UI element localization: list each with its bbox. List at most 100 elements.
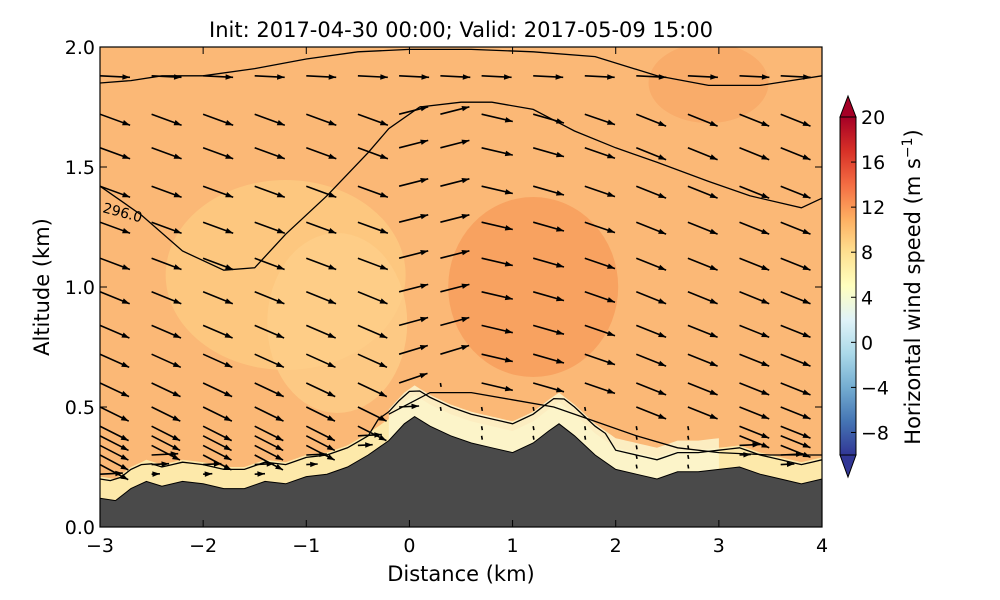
wind-arrow: [202, 221, 234, 234]
wind-arrow: [636, 353, 667, 367]
wind-arrow: [440, 139, 470, 149]
wind-arrow: [100, 382, 130, 398]
colorbar-label-close: ): [901, 129, 925, 137]
wind-arrow: [151, 324, 182, 339]
colorbar-label-exp: −1: [900, 137, 916, 158]
wind-arrow: [203, 74, 234, 80]
wind-arrow: [100, 291, 130, 305]
wind-arrow: [584, 324, 616, 337]
wind-arrow: [739, 257, 770, 271]
wind-arrow: [439, 382, 442, 388]
wind-arrow: [151, 147, 182, 160]
wind-arrow: [151, 185, 182, 198]
wind-arrow: [481, 74, 512, 80]
wind-arrow: [636, 221, 667, 235]
wind-arrow: [151, 461, 170, 467]
wind-arrow: [306, 221, 337, 234]
wind-arrow: [357, 147, 389, 160]
wind-arrow: [151, 291, 182, 305]
wind-arrow: [584, 74, 615, 80]
wind-arrow: [202, 324, 233, 339]
y-tick-label: 1.0: [65, 277, 95, 299]
wind-arrow: [357, 221, 389, 234]
colorbar-label-main: Horizontal wind speed (m s: [901, 158, 925, 445]
wind-arrow: [780, 382, 811, 396]
wind-arrow: [151, 257, 182, 271]
wind-arrow: [739, 406, 770, 420]
wind-arrow: [739, 147, 770, 161]
wind-arrow: [202, 291, 234, 305]
wind-arrow: [739, 113, 770, 127]
wind-arrow: [480, 435, 484, 440]
wind-arrow: [306, 185, 337, 198]
wind-arrow: [687, 147, 718, 161]
wind-arrow: [357, 113, 389, 126]
wind-arrow: [532, 435, 535, 440]
wind-arrow: [739, 425, 770, 439]
wind-arrow: [398, 250, 429, 259]
wind-arrow: [635, 464, 638, 469]
y-tick-label: 1.5: [65, 157, 95, 179]
wind-arrow: [635, 445, 638, 450]
wind-arrow: [532, 382, 565, 393]
wind-arrow: [357, 324, 388, 339]
wind-arrow: [780, 444, 811, 459]
wind-arrow: [780, 425, 811, 439]
wind-arrow: [687, 464, 690, 469]
x-axis: −3 −2 −1 0 1 2 3 4: [86, 47, 828, 557]
colorbar-body: [839, 116, 857, 456]
wind-arrow: [100, 435, 129, 452]
low-wind-patch-core: [267, 233, 408, 413]
wind-arrow: [687, 435, 690, 440]
x-tick-label: −1: [292, 535, 320, 557]
wind-arrow: [202, 444, 232, 461]
wind-arrow: [306, 147, 337, 160]
wind-arrow: [440, 250, 470, 259]
wind-arrow: [480, 426, 484, 431]
wind-arrow: [739, 221, 770, 235]
wind-arrow: [532, 221, 565, 232]
wind-arrow: [306, 113, 337, 126]
colorbar-tick-label: 0: [861, 332, 873, 354]
wind-arrow: [532, 426, 535, 431]
wind-arrow: [305, 435, 336, 452]
wind-arrow: [100, 425, 129, 442]
wind-arrow: [202, 185, 234, 198]
wind-arrow: [202, 425, 233, 442]
wind-arrow: [584, 382, 616, 395]
colorbar-tick-label: −8: [861, 422, 889, 444]
wind-arrow: [687, 445, 690, 450]
x-tick-label: 1: [507, 535, 519, 557]
wind-arrow: [254, 113, 286, 126]
wind-arrow: [739, 382, 770, 396]
wind-arrow: [532, 324, 565, 335]
wind-arrow: [100, 185, 131, 198]
wind-arrow: [398, 178, 429, 187]
wind-arrow: [306, 461, 318, 468]
wind-arrow: [151, 221, 182, 234]
x-tick-label: 0: [403, 535, 415, 557]
wind-arrow: [151, 74, 182, 80]
wind-arrow: [636, 113, 667, 127]
colorbar-extend-max: [839, 94, 857, 118]
wind-arrow: [357, 382, 388, 398]
colorbar: −8 −4 0 4 8 12 16 20 Horizontal wind speed (m s…: [839, 94, 925, 479]
wind-arrow: [780, 185, 811, 199]
wind-arrow: [100, 470, 123, 477]
wind-arrow: [254, 435, 284, 452]
y-axis-label: Altitude (km): [30, 218, 54, 356]
wind-arrow: [254, 444, 284, 461]
wind-arrow: [305, 382, 336, 398]
wind-arrow: [100, 406, 130, 422]
wind-arrow: [440, 106, 470, 115]
wind-arrow: [780, 257, 811, 271]
wind-arrow: [398, 316, 429, 327]
wind-arrow: [202, 113, 234, 126]
wind-arrow: [151, 425, 181, 442]
wind-arrow: [584, 406, 587, 412]
wind-arrow: [687, 113, 718, 127]
wind-arrow: [687, 426, 690, 431]
wind-arrow: [440, 214, 470, 223]
wind-arrow: [636, 74, 667, 80]
wind-arrow: [254, 382, 285, 398]
